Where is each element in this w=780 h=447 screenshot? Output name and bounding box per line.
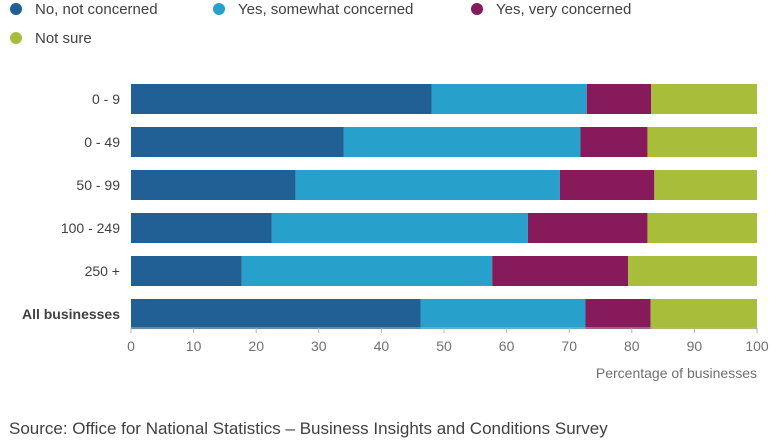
- category-label: 0 - 49: [84, 134, 120, 150]
- legend: No, not concerned Yes, somewhat concerne…: [10, 0, 770, 52]
- bar-yes-very-concerned-250: [492, 256, 629, 286]
- legend-label: Yes, very concerned: [496, 0, 632, 18]
- x-tick-label: 10: [186, 338, 202, 354]
- bar-no-not-concerned-all-businesses: [131, 299, 421, 329]
- bar-yes-somewhat-concerned-250: [241, 256, 493, 286]
- x-tick-label: 60: [499, 338, 515, 354]
- legend-dot-icon: [213, 3, 225, 15]
- bar-yes-very-concerned-0-49: [580, 127, 648, 157]
- bar-not-sure-0-9: [651, 84, 757, 114]
- category-label: 0 - 9: [92, 91, 120, 107]
- x-tick-label: 70: [561, 338, 577, 354]
- bar-yes-somewhat-concerned-0-49: [343, 127, 581, 157]
- legend-dot-icon: [471, 3, 483, 15]
- bar-not-sure-250: [628, 256, 757, 286]
- category-label: 50 - 99: [76, 177, 120, 193]
- category-label: All businesses: [22, 306, 120, 322]
- legend-item-yes-somewhat-concerned: Yes, somewhat concerned: [213, 0, 413, 18]
- bar-yes-very-concerned-all-businesses: [585, 299, 651, 329]
- legend-label: Yes, somewhat concerned: [238, 0, 414, 18]
- legend-item-no-not-concerned: No, not concerned: [10, 0, 158, 18]
- x-tick-label: 0: [127, 338, 135, 354]
- x-tick-label: 40: [374, 338, 390, 354]
- legend-item-yes-very-concerned: Yes, very concerned: [471, 0, 631, 18]
- x-tick-label: 100: [745, 338, 769, 354]
- bar-yes-somewhat-concerned-50-99: [295, 170, 560, 200]
- category-label: 100 - 249: [61, 220, 120, 236]
- bar-no-not-concerned-50-99: [131, 170, 296, 200]
- legend-item-not-sure: Not sure: [10, 29, 92, 47]
- bar-yes-very-concerned-100-249: [527, 213, 648, 243]
- legend-label: Not sure: [35, 29, 92, 47]
- bar-not-sure-0-49: [647, 127, 757, 157]
- category-label: 250 +: [85, 263, 120, 279]
- bar-not-sure-all-businesses: [650, 299, 757, 329]
- bar-no-not-concerned-100-249: [131, 213, 272, 243]
- x-tick-label: 20: [248, 338, 264, 354]
- bar-yes-very-concerned-0-9: [586, 84, 652, 114]
- bar-no-not-concerned-250: [131, 256, 242, 286]
- legend-dot-icon: [10, 3, 22, 15]
- x-tick-label: 90: [687, 338, 703, 354]
- source-note: Source: Office for National Statistics –…: [9, 419, 608, 438]
- bar-yes-very-concerned-50-99: [559, 170, 655, 200]
- x-tick-label: 50: [436, 338, 452, 354]
- bar-yes-somewhat-concerned-0-9: [431, 84, 587, 114]
- legend-label: No, not concerned: [35, 0, 158, 18]
- bar-not-sure-100-249: [647, 213, 757, 243]
- bar-not-sure-50-99: [654, 170, 757, 200]
- x-tick-label: 30: [311, 338, 327, 354]
- bar-no-not-concerned-0-9: [131, 84, 432, 114]
- x-axis-title: Percentage of businesses: [596, 365, 757, 381]
- plot-area: 0 - 9 0 - 49 50 - 99 100 - 249 250 + All busi…: [22, 84, 769, 381]
- bar-no-not-concerned-0-49: [131, 127, 344, 157]
- bar-yes-somewhat-concerned-100-249: [271, 213, 528, 243]
- x-tick-label: 80: [624, 338, 640, 354]
- legend-dot-icon: [10, 32, 22, 44]
- bar-yes-somewhat-concerned-all-businesses: [420, 299, 586, 329]
